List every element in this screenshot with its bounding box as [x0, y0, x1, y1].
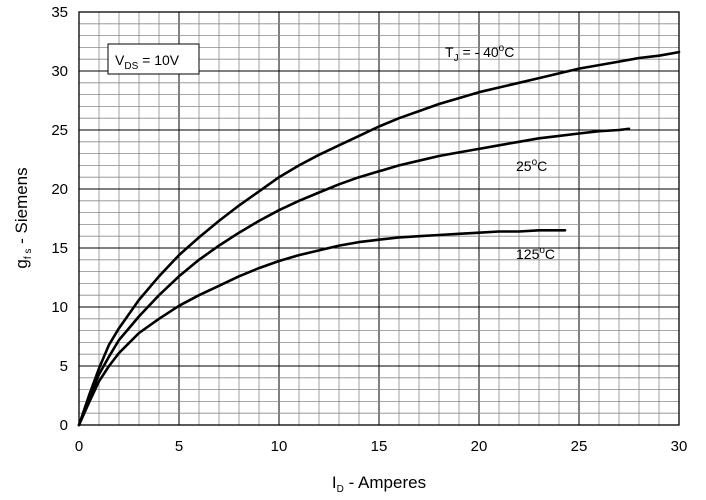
x-tick-label: 15	[371, 438, 388, 455]
x-tick-label: 30	[671, 438, 688, 455]
y-tick-label: 35	[51, 4, 68, 21]
y-axis-title: gf s - Siemens	[12, 167, 34, 268]
curves	[77, 50, 681, 427]
y-tick-label: 10	[51, 299, 68, 316]
condition-box-frame	[107, 43, 200, 75]
x-tick-label: 0	[75, 438, 83, 455]
y-tick-labels: 0 5 10 15 20 25 30 35	[51, 4, 68, 434]
curve-125c	[77, 229, 567, 427]
series-label-25c: 25oC	[516, 157, 547, 174]
condition-box: VDS = 10V	[107, 43, 200, 75]
series-label-125c: 125oC	[516, 245, 555, 262]
y-tick-label: 25	[51, 122, 68, 139]
y-tick-label: 0	[60, 417, 68, 434]
curve-neg40c	[77, 50, 681, 427]
y-tick-label: 15	[51, 240, 68, 257]
x-tick-label: 25	[571, 438, 588, 455]
plot-frame	[78, 11, 680, 426]
series-label-neg40c: TJ = - 40oC	[445, 43, 514, 64]
y-tick-label: 30	[51, 63, 68, 80]
condition-box-text: VDS = 10V	[115, 52, 180, 72]
x-tick-label: 20	[471, 438, 488, 455]
x-tick-label: 5	[175, 438, 183, 455]
y-tick-label: 5	[60, 358, 68, 375]
x-tick-labels: 0 5 10 15 20 25 30	[75, 438, 688, 455]
x-tick-label: 10	[271, 438, 288, 455]
curve-25c	[77, 127, 631, 427]
x-axis-title: ID - Amperes	[332, 473, 426, 495]
y-tick-label: 20	[51, 181, 68, 198]
